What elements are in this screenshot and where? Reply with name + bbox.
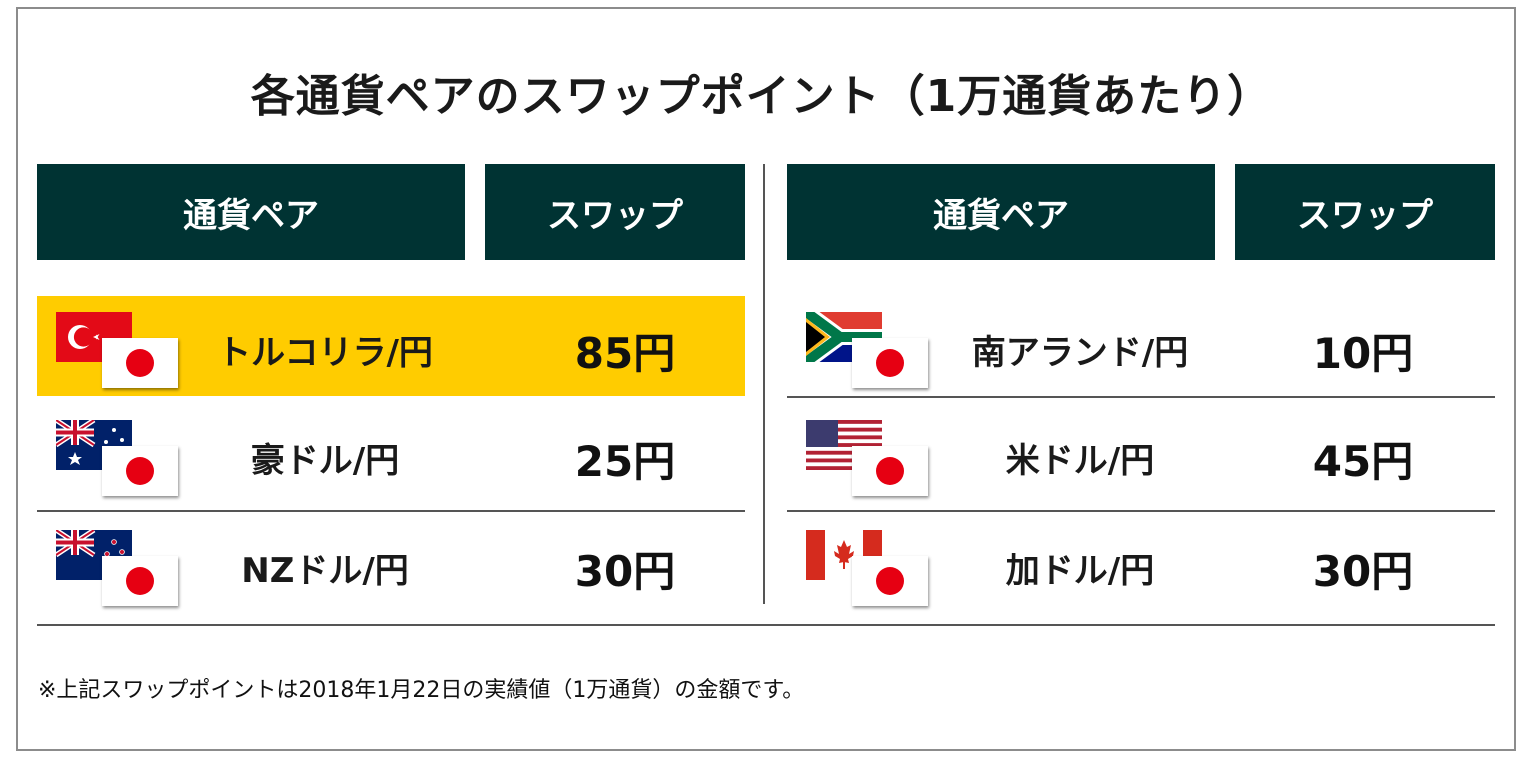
japan-flag-icon bbox=[852, 338, 928, 388]
header-swap-right: スワップ bbox=[1235, 164, 1495, 260]
row-divider bbox=[37, 510, 745, 512]
header-pair-right: 通貨ペア bbox=[787, 164, 1215, 260]
japan-flag-icon bbox=[852, 556, 928, 606]
table-bottom-divider bbox=[37, 624, 1495, 626]
footnote: ※上記スワップポイントは2018年1月22日の実績値（1万通貨）の金額です。 bbox=[38, 678, 805, 703]
swap-value: 10円 bbox=[1312, 329, 1414, 378]
row-divider bbox=[787, 396, 1495, 398]
flag-pair bbox=[56, 420, 184, 496]
pair-label: 豪ドル/円 bbox=[250, 441, 400, 481]
pair-label: NZドル/円 bbox=[241, 551, 409, 591]
flag-pair bbox=[806, 420, 934, 496]
japan-flag-icon bbox=[102, 446, 178, 496]
page-title: 各通貨ペアのスワップポイント（1万通貨あたり） bbox=[250, 71, 1273, 122]
south-africa-flag-icon bbox=[806, 312, 882, 362]
pair-label: 米ドル/円 bbox=[1005, 441, 1155, 481]
japan-flag-icon bbox=[102, 556, 178, 606]
swap-value: 30円 bbox=[1312, 547, 1414, 596]
swap-value: 85円 bbox=[574, 329, 676, 378]
swap-value: 45円 bbox=[1312, 437, 1414, 486]
flag-pair bbox=[56, 312, 184, 388]
row-divider bbox=[787, 510, 1495, 512]
swap-value: 30円 bbox=[574, 547, 676, 596]
flag-pair bbox=[806, 312, 934, 388]
new-zealand-flag-icon bbox=[56, 530, 132, 580]
pair-label: トルコリラ/円 bbox=[217, 333, 433, 373]
header-swap-left: スワップ bbox=[485, 164, 745, 260]
swap-value: 25円 bbox=[574, 437, 676, 486]
pair-label: 南アランド/円 bbox=[971, 333, 1189, 373]
flag-pair bbox=[56, 530, 184, 606]
japan-flag-icon bbox=[102, 338, 178, 388]
pair-label: 加ドル/円 bbox=[1005, 551, 1155, 591]
flag-pair bbox=[806, 530, 934, 606]
column-divider bbox=[763, 164, 765, 604]
header-pair-left: 通貨ペア bbox=[37, 164, 465, 260]
japan-flag-icon bbox=[852, 446, 928, 496]
